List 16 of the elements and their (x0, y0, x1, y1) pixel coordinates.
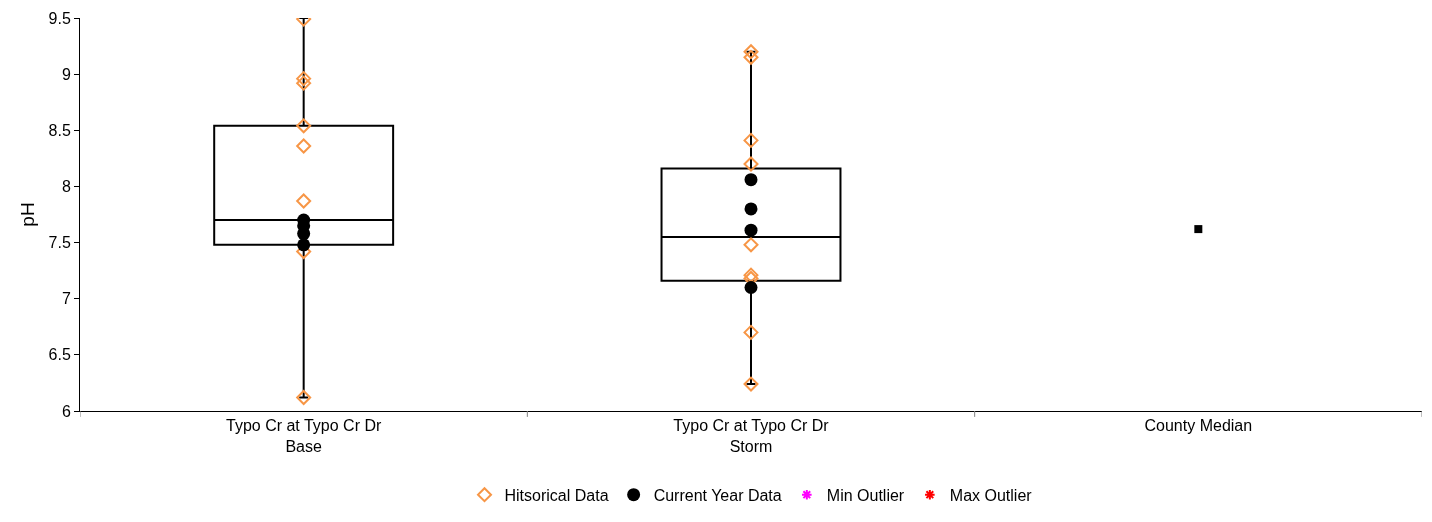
x-tick-label: Typo Cr at Typo Cr Dr Storm (673, 417, 830, 455)
legend-label: Current Year Data (653, 486, 782, 504)
y-axis-title: pH (17, 202, 39, 227)
x-tick-label: Typo Cr at Typo Cr Dr Base (226, 417, 382, 455)
y-tick-label: 8 (61, 178, 71, 196)
y-tick-label: 7 (61, 290, 71, 308)
y-tick-label: 7.5 (48, 234, 71, 252)
legend-label: Min Outlier (826, 486, 905, 504)
x-tick-label: County Median (1144, 417, 1253, 435)
legend-label: Hitsorical Data (504, 486, 609, 504)
y-tick-label: 8.5 (48, 121, 71, 139)
y-tick-label: 9.5 (48, 9, 71, 27)
legend-label: Max Outlier (949, 486, 1033, 504)
y-tick-label: 9 (61, 65, 71, 83)
y-tick-label: 6 (61, 402, 71, 420)
y-tick-label: 6.5 (48, 346, 71, 364)
